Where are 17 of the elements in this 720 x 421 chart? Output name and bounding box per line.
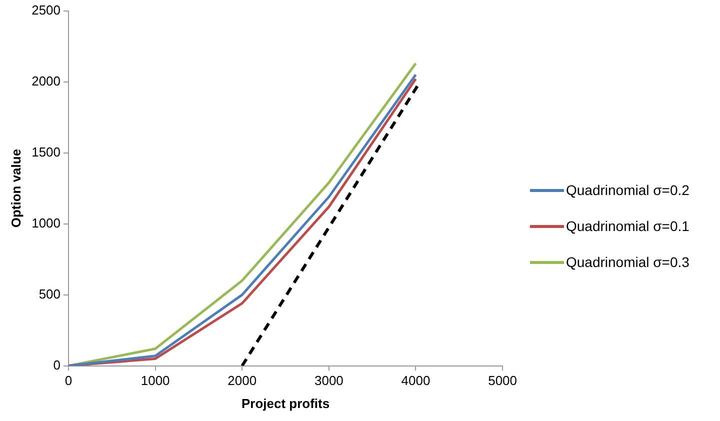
- x-tick-label: 5000: [488, 373, 517, 388]
- y-tick-label: 1000: [32, 215, 61, 230]
- x-tick-label: 3000: [314, 373, 344, 388]
- y-tick-label: 500: [38, 286, 61, 302]
- legend-label: Quadrinomial σ=0.1: [566, 218, 690, 234]
- y-tick-label: 2000: [32, 73, 61, 88]
- y-tick-label: 1500: [32, 144, 61, 160]
- x-tick-label: 1000: [140, 373, 170, 388]
- x-tick-label: 2000: [228, 373, 257, 388]
- x-tick-label: 0: [64, 373, 72, 388]
- legend-label: Quadrinomial σ=0.3: [566, 254, 690, 270]
- x-axis-title: Project profits: [241, 396, 330, 411]
- x-tick-label: 4000: [401, 373, 430, 388]
- legend-label: Quadrinomial σ=0.2: [566, 182, 690, 198]
- y-axis-title: Option value: [8, 148, 24, 228]
- y-tick-label: 0: [53, 357, 61, 372]
- y-tick-label: 2500: [32, 2, 61, 18]
